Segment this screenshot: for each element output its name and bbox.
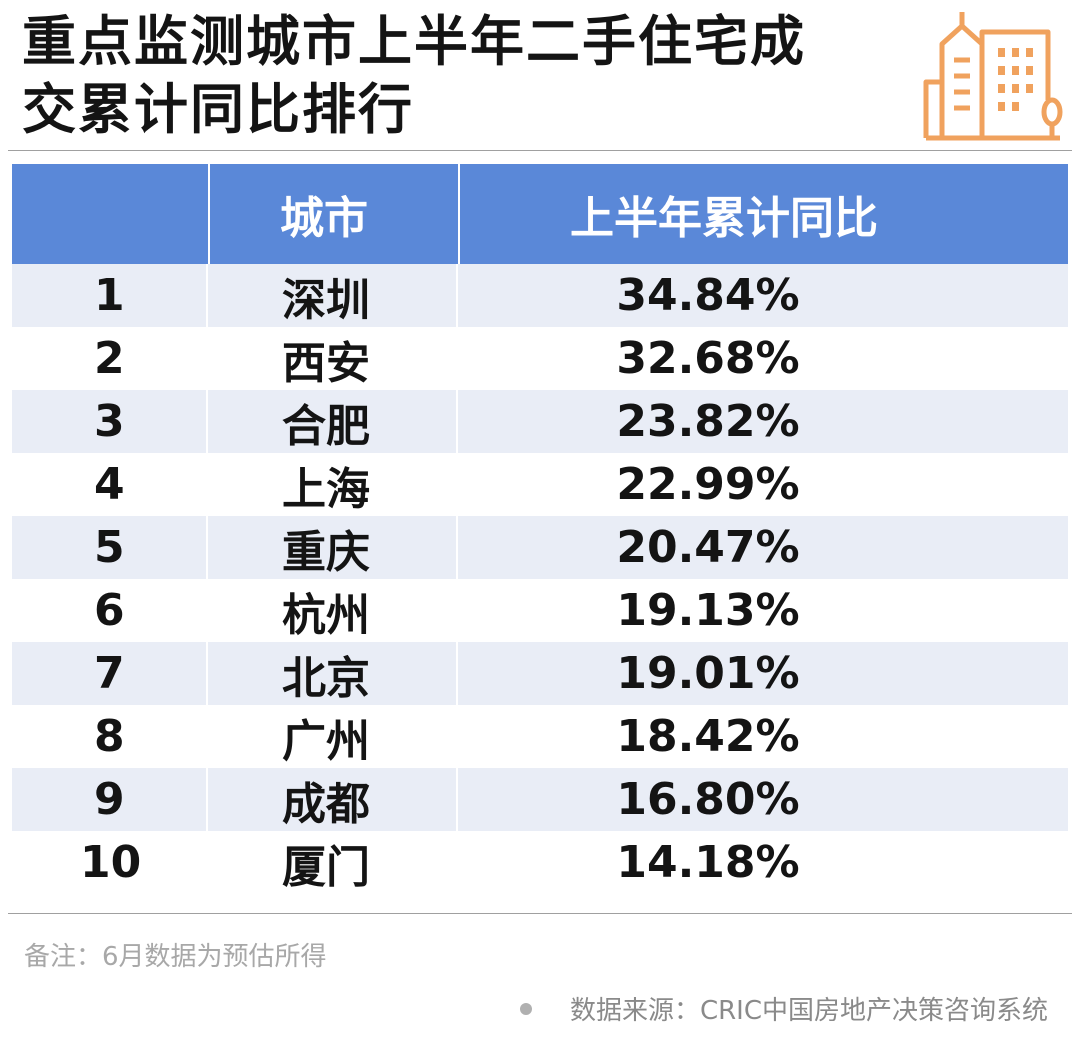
city-cell: 厦门 bbox=[208, 831, 458, 894]
header-city: 城市 bbox=[210, 164, 460, 264]
city-cell: 成都 bbox=[208, 768, 458, 831]
rank-cell: 6 bbox=[12, 579, 208, 642]
value-cell: 23.82% bbox=[616, 396, 800, 447]
buildings-icon bbox=[923, 12, 1063, 141]
header-value: 上半年累计同比 bbox=[570, 193, 878, 244]
rank-cell: 9 bbox=[12, 768, 208, 831]
city-cell: 合肥 bbox=[208, 390, 458, 453]
city-cell: 重庆 bbox=[208, 516, 458, 579]
value-cell: 22.99% bbox=[616, 459, 800, 510]
table-header: 城市 上半年累计同比 bbox=[12, 164, 1068, 264]
rank-cell: 4 bbox=[12, 453, 208, 516]
source-line: 数据来源：CRIC中国房地产决策咨询系统 bbox=[519, 990, 1048, 1027]
header-rank bbox=[12, 164, 210, 264]
rank-cell: 8 bbox=[12, 705, 208, 768]
city-cell: 杭州 bbox=[208, 579, 458, 642]
table-body: 1 深圳 34.84% 2 西安 32.68% 3 合肥 23.82% 4 上海 22.99% 5 重庆 2… bbox=[12, 264, 1068, 894]
table-row: 9 成都 16.80% bbox=[12, 768, 1068, 831]
city-cell: 北京 bbox=[208, 642, 458, 705]
table-row: 5 重庆 20.47% bbox=[12, 516, 1068, 579]
value-cell: 20.47% bbox=[616, 522, 800, 573]
table-row: 3 合肥 23.82% bbox=[12, 390, 1068, 453]
city-cell: 上海 bbox=[208, 453, 458, 516]
page-title: 重点监测城市上半年二手住宅成 交累计同比排行 bbox=[22, 8, 902, 144]
rank-cell: 5 bbox=[12, 516, 208, 579]
table-row: 1 深圳 34.84% bbox=[12, 264, 1068, 327]
city-cell: 广州 bbox=[208, 705, 458, 768]
value-cell: 34.84% bbox=[616, 270, 800, 321]
city-cell: 西安 bbox=[208, 327, 458, 390]
rank-cell: 1 bbox=[12, 264, 208, 327]
value-cell: 32.68% bbox=[616, 333, 800, 384]
title-line-1: 重点监测城市上半年二手住宅成 bbox=[22, 10, 806, 73]
city-cell: 深圳 bbox=[208, 264, 458, 327]
rank-cell: 3 bbox=[12, 390, 208, 453]
table-row: 7 北京 19.01% bbox=[12, 642, 1068, 705]
rank-cell: 7 bbox=[12, 642, 208, 705]
table-row: 10 厦门 14.18% bbox=[12, 831, 1068, 894]
rank-cell: 10 bbox=[12, 831, 208, 894]
source-text: 数据来源：CRIC中国房地产决策咨询系统 bbox=[569, 996, 1048, 1026]
ranking-table: 城市 上半年累计同比 1 深圳 34.84% 2 西安 32.68% 3 合肥 23.82% 4 上… bbox=[12, 164, 1068, 894]
table-row: 4 上海 22.99% bbox=[12, 453, 1068, 516]
footnote: 备注：6月数据为预估所得 bbox=[24, 942, 327, 972]
value-cell: 14.18% bbox=[616, 837, 800, 888]
top-divider bbox=[8, 150, 1072, 151]
value-cell: 16.80% bbox=[616, 774, 800, 825]
rank-cell: 2 bbox=[12, 327, 208, 390]
table-row: 8 广州 18.42% bbox=[12, 705, 1068, 768]
title-line-2: 交累计同比排行 bbox=[22, 78, 414, 141]
bullet-dot-icon bbox=[519, 1002, 532, 1015]
table-row: 6 杭州 19.13% bbox=[12, 579, 1068, 642]
table-row: 2 西安 32.68% bbox=[12, 327, 1068, 390]
value-cell: 18.42% bbox=[616, 711, 800, 762]
value-cell: 19.01% bbox=[616, 648, 800, 699]
bottom-divider bbox=[8, 913, 1072, 914]
value-cell: 19.13% bbox=[616, 585, 800, 636]
